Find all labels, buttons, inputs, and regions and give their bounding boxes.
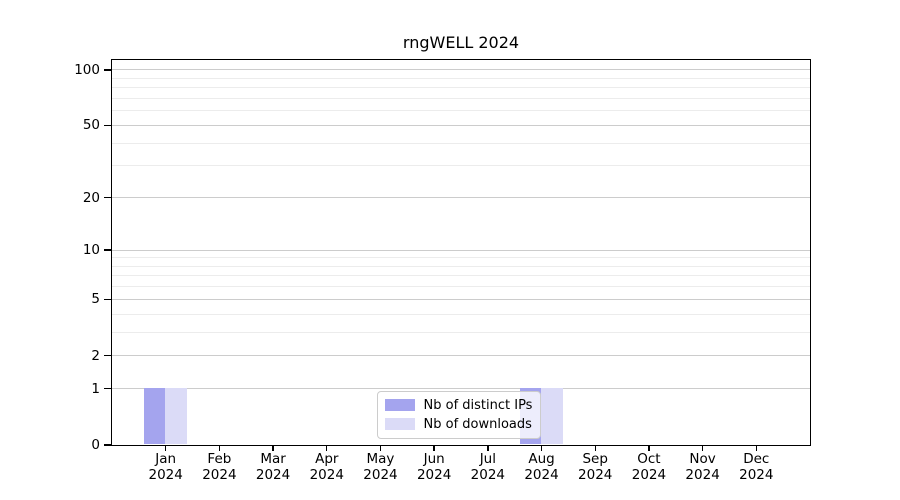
y-axis-tick (104, 387, 111, 390)
x-axis-tick (755, 445, 757, 451)
y-tick-label: 100 (74, 61, 100, 78)
x-tick-label: Apr 2024 (309, 451, 344, 483)
gridline-minor (111, 165, 810, 167)
gridline-major (111, 197, 810, 198)
y-tick-label: 5 (91, 291, 100, 308)
legend: Nb of distinct IPs Nb of downloads (376, 390, 541, 439)
x-tick-label: May 2024 (363, 451, 398, 483)
x-tick-label: Feb 2024 (202, 451, 237, 483)
x-tick-label: Mar 2024 (255, 451, 291, 483)
x-axis-tick (326, 445, 328, 451)
x-axis-tick (164, 445, 167, 451)
legend-swatch-downloads (384, 418, 415, 430)
y-tick-label: 10 (82, 242, 100, 259)
y-axis-tick (104, 124, 111, 127)
gridline-minor (111, 313, 810, 315)
x-tick-label: Jul 2024 (470, 451, 506, 483)
gridline-major (111, 249, 810, 251)
bar-downloads (165, 388, 187, 445)
x-tick-label: Nov 2024 (685, 451, 720, 483)
x-tick-label: Dec 2024 (739, 451, 774, 483)
legend-label-distinct-ips: Nb of distinct IPs (423, 397, 533, 413)
x-axis-tick (433, 445, 435, 451)
gridline-minor (111, 142, 810, 144)
legend-item-distinct-ips: Nb of distinct IPs (384, 396, 533, 415)
x-axis-tick (594, 445, 596, 451)
gridline-minor (111, 275, 810, 277)
gridline-major (111, 69, 810, 71)
x-tick-label: Sep 2024 (578, 451, 613, 483)
legend-swatch-distinct-ips (384, 399, 415, 411)
gridline-minor (111, 257, 810, 259)
x-axis-tick (540, 445, 543, 451)
gridline-minor (111, 331, 810, 333)
gridline-minor (111, 286, 810, 288)
x-tick-label: Oct 2024 (631, 451, 667, 483)
y-tick-label: 2 (91, 347, 100, 364)
y-axis-tick (104, 444, 111, 446)
gridline-major (111, 298, 810, 300)
x-axis-tick (218, 445, 221, 451)
bar-distinct-ips (143, 388, 166, 445)
y-tick-label: 1 (91, 380, 100, 397)
y-tick-label: 50 (82, 117, 100, 134)
x-axis-tick (487, 445, 489, 451)
gridline-major (111, 355, 810, 357)
legend-label-downloads: Nb of downloads (423, 416, 532, 432)
y-axis-tick (104, 298, 111, 301)
plot-area: Nb of distinct IPs Nb of downloads (110, 58, 811, 446)
bar-downloads (541, 388, 563, 445)
x-tick-label: Aug 2024 (524, 451, 559, 483)
y-axis-tick (104, 69, 111, 71)
y-axis-tick (104, 354, 111, 357)
y-axis-tick (104, 249, 111, 251)
gridline-minor (111, 87, 810, 89)
y-tick-label: 0 (91, 437, 100, 453)
x-tick-label: Jun 2024 (416, 451, 452, 483)
x-axis-tick (379, 445, 382, 451)
x-tick-label: Jan 2024 (148, 451, 183, 483)
gridline-minor (111, 265, 810, 267)
legend-item-downloads: Nb of downloads (384, 415, 533, 434)
chart-title: rngWELL 2024 (402, 33, 520, 52)
y-tick-label: 20 (82, 189, 100, 206)
x-axis-tick (701, 445, 704, 451)
gridline-minor (111, 77, 810, 79)
y-axis-tick (104, 196, 111, 199)
gridline-major (111, 388, 810, 390)
x-axis-tick (648, 445, 650, 451)
gridline-minor (111, 97, 810, 99)
x-axis-tick (272, 445, 274, 451)
gridline-minor (111, 110, 810, 112)
gridline-major (111, 124, 810, 126)
